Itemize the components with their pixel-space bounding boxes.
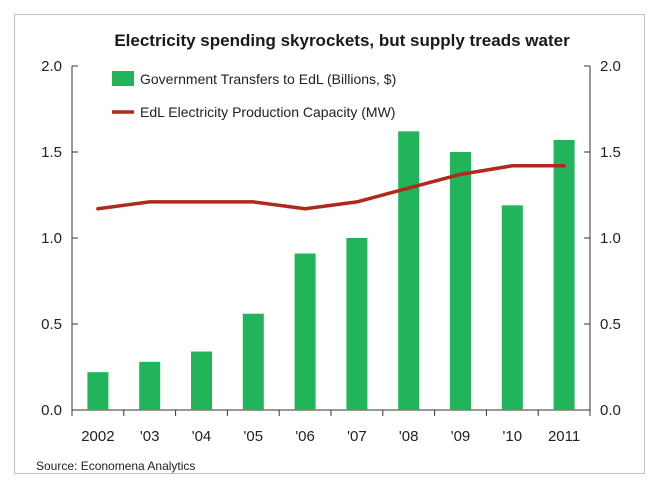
x-tick-label: 2002 bbox=[81, 428, 114, 445]
chart-title: Electricity spending skyrockets, but sup… bbox=[114, 31, 570, 50]
x-tick-label: '06 bbox=[295, 428, 315, 445]
x-tick-label: '04 bbox=[192, 428, 212, 445]
chart-frame bbox=[14, 14, 645, 474]
line-production-capacity bbox=[96, 164, 566, 211]
y-tick-label-left: 2.0 bbox=[41, 58, 62, 75]
x-tick-label: '05 bbox=[244, 428, 264, 445]
legend-swatch-bar bbox=[112, 71, 134, 86]
bar-government-transfers bbox=[139, 361, 161, 410]
x-tick-label: '08 bbox=[399, 428, 419, 445]
y-tick-label-left: 1.0 bbox=[41, 230, 62, 247]
x-tick-label: '03 bbox=[140, 428, 160, 445]
x-tick-label: '10 bbox=[503, 428, 523, 445]
bar-government-transfers bbox=[553, 139, 575, 410]
y-tick-label-left: 1.5 bbox=[41, 144, 62, 161]
legend-label-bar: Government Transfers to EdL (Billions, $… bbox=[140, 71, 396, 87]
bar-government-transfers bbox=[450, 152, 471, 410]
bar-government-transfers bbox=[87, 372, 109, 410]
y-tick-label-right: 0.0 bbox=[600, 402, 621, 419]
x-tick-label: '07 bbox=[347, 428, 367, 445]
plot-area: 0.0 0.5 1.0 1.5 2.0 0.0 0.5 1.0 1.5 2.0 2002 '03 '04… bbox=[41, 58, 621, 445]
y-tick-label-right: 1.0 bbox=[600, 230, 621, 247]
legend: Government Transfers to EdL (Billions, $… bbox=[112, 71, 396, 120]
legend-label-line: EdL Electricity Production Capacity (MW) bbox=[140, 104, 395, 120]
bar-government-transfers bbox=[501, 205, 523, 410]
bar-government-transfers bbox=[191, 351, 212, 410]
y-tick-label-left: 0.5 bbox=[41, 316, 62, 333]
source-note: Source: Economena Analytics bbox=[36, 459, 195, 473]
y-tick-label-right: 2.0 bbox=[600, 58, 621, 75]
y-tick-label-left: 0.0 bbox=[41, 402, 62, 419]
x-tick-label: 2011 bbox=[548, 428, 580, 445]
y-tick-label-right: 1.5 bbox=[600, 144, 621, 161]
bar-government-transfers bbox=[398, 131, 420, 411]
bar-government-transfers bbox=[346, 238, 368, 410]
y-tick-label-right: 0.5 bbox=[600, 316, 621, 333]
bar-government-transfers bbox=[294, 253, 316, 410]
x-tick-label: '09 bbox=[451, 428, 471, 445]
bar-government-transfers bbox=[242, 313, 264, 410]
